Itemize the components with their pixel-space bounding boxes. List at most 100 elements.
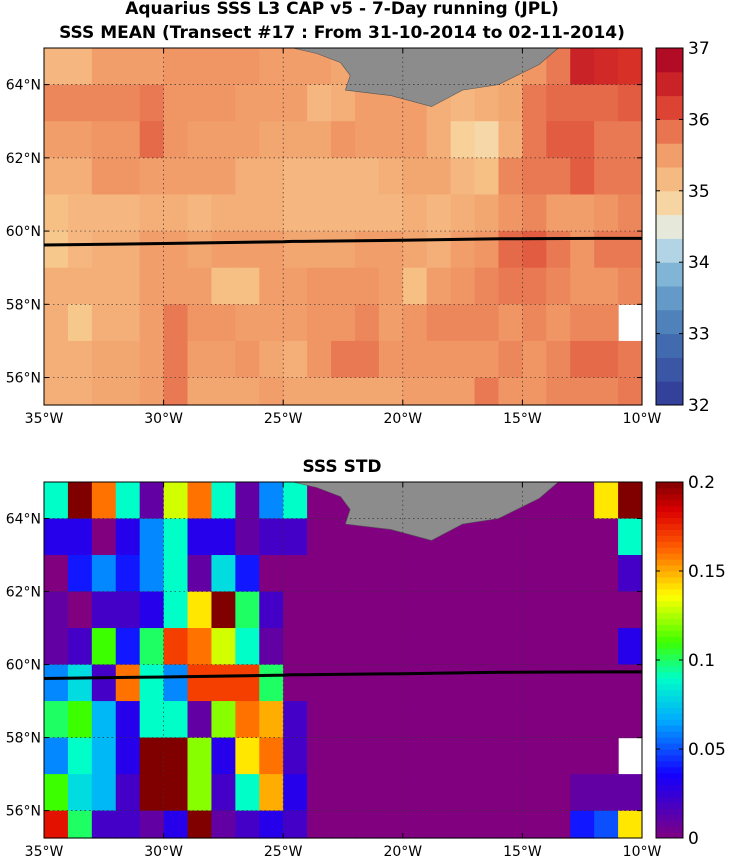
heatmap-cell bbox=[474, 810, 500, 839]
colorbar-segment bbox=[656, 731, 683, 738]
heatmap-cell bbox=[115, 377, 141, 406]
heatmap-cell bbox=[618, 628, 643, 666]
heatmap-cell bbox=[570, 555, 595, 593]
heatmap-cell bbox=[235, 810, 260, 839]
heatmap-cell bbox=[187, 84, 213, 122]
heatmap-cell bbox=[498, 774, 523, 812]
heatmap-cell bbox=[67, 340, 93, 379]
heatmap-cell bbox=[67, 194, 93, 232]
heatmap-cell bbox=[594, 304, 619, 342]
heatmap-cell bbox=[235, 267, 260, 305]
heatmap-cell bbox=[307, 157, 332, 196]
heatmap-cell bbox=[115, 157, 141, 196]
heatmap-cell bbox=[522, 737, 547, 775]
colorbar-segment bbox=[656, 671, 683, 679]
heatmap-cell bbox=[426, 267, 452, 305]
heatmap-cell bbox=[67, 737, 93, 775]
heatmap-cell bbox=[426, 628, 452, 666]
heatmap-cell bbox=[474, 84, 500, 122]
heatmap-cell bbox=[283, 737, 308, 775]
colorbar-segment bbox=[656, 553, 683, 560]
colorbar-tick-label: 33 bbox=[688, 325, 710, 345]
colorbar-segment bbox=[656, 636, 683, 643]
heatmap-cell bbox=[235, 121, 260, 159]
heatmap-cell bbox=[570, 340, 595, 379]
heatmap-cell bbox=[594, 48, 619, 86]
heatmap-cell bbox=[139, 377, 165, 406]
heatmap-cell bbox=[235, 340, 260, 379]
heatmap-cell bbox=[259, 267, 284, 305]
heatmap-cells bbox=[44, 48, 643, 406]
heatmap-cell bbox=[235, 701, 260, 739]
heatmap-cell bbox=[163, 810, 189, 839]
colorbar-segment bbox=[656, 749, 683, 756]
heatmap-cell bbox=[546, 810, 571, 839]
heatmap-cell bbox=[354, 267, 380, 305]
colorbar-segment bbox=[656, 642, 683, 649]
heatmap-cell bbox=[546, 555, 571, 593]
heatmap-cell bbox=[211, 774, 236, 812]
heatmap-cell bbox=[570, 84, 595, 122]
heatmap-cell bbox=[570, 194, 595, 232]
colorbar-segment bbox=[656, 802, 683, 809]
heatmap-cell bbox=[474, 555, 500, 593]
heatmap-cell bbox=[283, 157, 308, 196]
heatmap-cell bbox=[259, 555, 284, 593]
heatmap-cell bbox=[259, 774, 284, 812]
colorbar-segment bbox=[656, 725, 683, 732]
heatmap-cell bbox=[211, 231, 236, 269]
colorbar-segment bbox=[656, 541, 683, 548]
x-tick-label: 15°W bbox=[503, 411, 542, 427]
heatmap-cell bbox=[187, 304, 213, 342]
heatmap-cell bbox=[570, 48, 595, 86]
heatmap-cell bbox=[354, 774, 380, 812]
colorbar-segment bbox=[656, 654, 683, 661]
heatmap-cell bbox=[354, 810, 380, 839]
heatmap-cell bbox=[259, 157, 284, 196]
heatmap-cell bbox=[378, 555, 404, 593]
heatmap-cell bbox=[115, 774, 141, 812]
heatmap-cell bbox=[402, 231, 428, 269]
heatmap-cell bbox=[163, 377, 189, 406]
heatmap-cell bbox=[378, 591, 404, 629]
heatmap-cell bbox=[522, 121, 547, 159]
heatmap-cell bbox=[67, 304, 93, 342]
heatmap-cell bbox=[67, 482, 93, 520]
sss-mean-panel: 35°W 30°W 25°W 20°W 15°W 10°W 56°N 58°N 60°N 62°N… bbox=[6, 47, 661, 427]
colorbar-segment bbox=[656, 820, 683, 827]
colorbar-tick-label: 0.15 bbox=[688, 562, 726, 582]
y-tick-label: 56°N bbox=[6, 804, 41, 820]
colorbar-segment bbox=[656, 778, 683, 786]
heatmap-cell bbox=[187, 377, 213, 406]
heatmap-cell bbox=[546, 774, 571, 812]
heatmap-cell bbox=[67, 664, 93, 702]
heatmap-cell bbox=[235, 555, 260, 593]
heatmap-cell bbox=[546, 84, 571, 122]
heatmap-cell bbox=[283, 84, 308, 122]
heatmap-cell bbox=[139, 304, 165, 342]
heatmap-cell bbox=[546, 231, 571, 269]
heatmap-cell bbox=[402, 157, 428, 196]
heatmap-cell bbox=[594, 664, 619, 702]
y-tick-label: 64°N bbox=[6, 78, 41, 94]
heatmap-cell bbox=[474, 774, 500, 812]
heatmap-cell bbox=[402, 377, 428, 406]
heatmap-cell bbox=[259, 701, 284, 739]
heatmap-cell bbox=[570, 482, 595, 520]
heatmap-cell bbox=[307, 194, 332, 232]
heatmap-cell bbox=[378, 664, 404, 702]
heatmap-cell bbox=[307, 84, 332, 122]
heatmap-cell bbox=[235, 774, 260, 812]
heatmap-cell bbox=[44, 482, 69, 520]
heatmap-cell bbox=[44, 377, 69, 406]
heatmap-cell bbox=[522, 591, 547, 629]
heatmap-cell bbox=[259, 84, 284, 122]
heatmap-cell bbox=[163, 194, 189, 232]
colorbar-segment bbox=[656, 588, 683, 596]
heatmap-cell bbox=[426, 555, 452, 593]
heatmap-cell bbox=[139, 774, 165, 812]
heatmap-cell bbox=[594, 157, 619, 196]
heatmap-cell bbox=[115, 194, 141, 232]
heatmap-cell bbox=[307, 774, 332, 812]
heatmap-cell bbox=[570, 628, 595, 666]
